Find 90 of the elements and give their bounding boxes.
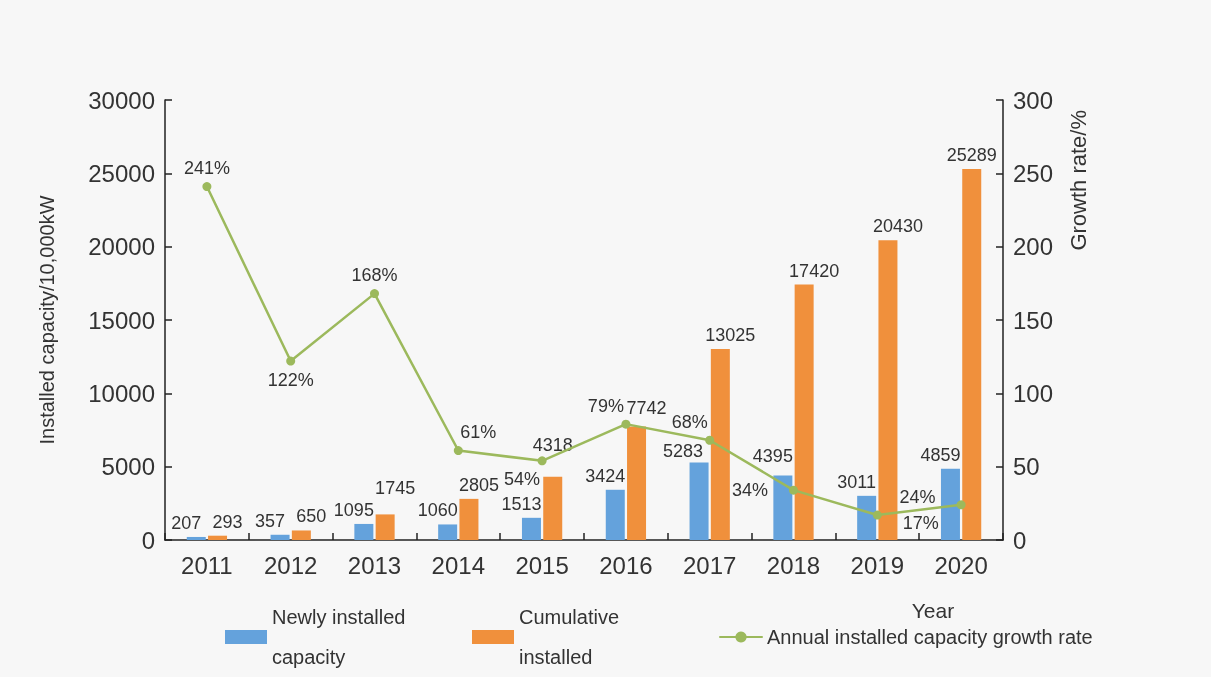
data-label: 3424 <box>585 465 626 486</box>
bar <box>354 523 374 540</box>
y2-tick-label: 200 <box>1013 233 1054 261</box>
data-label: 24% <box>899 486 936 507</box>
y-tick-label: 10000 <box>88 379 155 407</box>
x-tick-label: 2013 <box>347 551 402 579</box>
data-label: 241% <box>183 158 230 179</box>
data-label: 1513 <box>501 493 542 514</box>
legend-label: Annual installed capacity growth rate <box>767 626 1093 648</box>
point <box>202 182 212 192</box>
point <box>789 485 798 495</box>
data-label: 1745 <box>375 478 416 499</box>
bar <box>438 524 458 540</box>
data-label: 4859 <box>920 444 961 465</box>
data-label: 2805 <box>458 474 499 495</box>
bar <box>627 426 647 540</box>
data-label: 1060 <box>417 500 458 521</box>
bar <box>773 475 793 540</box>
x-axis-title: Year <box>911 599 955 622</box>
data-label: 4318 <box>532 434 573 455</box>
x-tick-label: 2014 <box>431 551 485 579</box>
bar <box>794 284 814 540</box>
data-label: 61% <box>460 422 497 443</box>
data-label: 7742 <box>626 398 667 419</box>
data-label: 168% <box>351 265 398 286</box>
data-label: 293 <box>212 511 243 532</box>
legend-label: Cumulative installed <box>519 606 625 668</box>
bar <box>940 468 960 540</box>
data-label: 20430 <box>872 216 923 237</box>
point <box>872 510 882 520</box>
x-tick-label: 2011 <box>181 551 233 579</box>
x-tick-label: 2017 <box>683 551 737 579</box>
data-label: 1095 <box>333 499 374 520</box>
y2-tick-label: 250 <box>1013 159 1054 187</box>
x-tick-label: 2012 <box>264 551 318 579</box>
bar <box>710 348 730 540</box>
bar <box>208 535 228 540</box>
data-label: 17% <box>902 513 939 534</box>
data-label: 5283 <box>663 440 704 461</box>
data-label: 122% <box>267 369 314 390</box>
bar <box>605 489 625 540</box>
point <box>453 446 463 456</box>
data-label: 357 <box>255 510 286 531</box>
bar <box>689 462 709 540</box>
legend-label: Newly installed capacity <box>272 606 411 668</box>
x-tick-label: 2015 <box>515 551 569 579</box>
bar <box>543 476 563 540</box>
y-tick-label: 20000 <box>88 233 155 261</box>
x-tick-label: 2020 <box>934 551 988 579</box>
y-tick-label: 25000 <box>88 159 155 187</box>
x-tick-label: 2018 <box>766 551 821 579</box>
point <box>537 456 547 466</box>
data-label: 650 <box>296 506 327 527</box>
data-label: 17420 <box>789 260 840 281</box>
point <box>956 500 966 510</box>
bar <box>291 530 311 540</box>
data-label: 25289 <box>946 145 997 166</box>
point <box>705 435 715 445</box>
data-label: 79% <box>587 395 624 416</box>
bar <box>878 240 898 540</box>
y2-tick-label: 100 <box>1013 379 1054 407</box>
y2-tick-label: 50 <box>1013 453 1040 481</box>
y-tick-label: 0 <box>141 526 155 554</box>
point <box>621 419 631 429</box>
point <box>286 356 296 366</box>
bar <box>375 514 395 540</box>
y2-axis-title: Growth rate/% <box>1065 110 1091 251</box>
data-label: 4395 <box>752 445 793 466</box>
bar <box>521 517 541 540</box>
data-label: 207 <box>171 512 202 533</box>
y2-tick-label: 300 <box>1013 86 1054 114</box>
y-tick-label: 30000 <box>88 86 155 114</box>
bar <box>270 534 290 540</box>
bar <box>857 495 877 540</box>
bar <box>459 498 479 540</box>
y2-tick-label: 150 <box>1013 306 1054 334</box>
data-label: 34% <box>731 480 768 501</box>
data-label: 68% <box>671 411 708 432</box>
data-label: 3011 <box>837 471 877 492</box>
x-tick-label: 2019 <box>850 551 904 579</box>
data-label: 13025 <box>705 324 756 345</box>
point <box>370 289 379 299</box>
x-tick-label: 2016 <box>599 551 653 579</box>
bar <box>962 169 982 540</box>
bar <box>186 536 206 540</box>
data-label: 54% <box>504 469 541 490</box>
y-tick-label: 15000 <box>88 306 155 334</box>
y2-tick-label: 0 <box>1013 526 1027 554</box>
y-axis-title: Installed capacity/10,000kW <box>36 195 58 445</box>
y-tick-label: 5000 <box>101 453 155 481</box>
